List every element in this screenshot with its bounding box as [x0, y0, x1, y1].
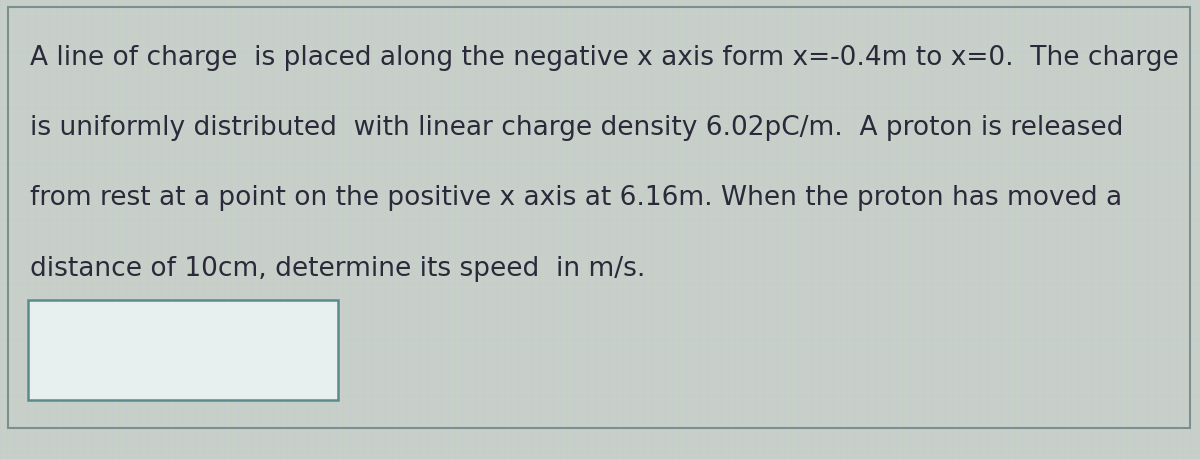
Text: is uniformly distributed  with linear charge density 6.02pC/m.  A proton is rele: is uniformly distributed with linear cha…	[30, 115, 1123, 141]
Bar	[28, 300, 338, 400]
Text: A line of charge  is placed along the negative x axis form x=-0.4m to x=0.  The : A line of charge is placed along the neg…	[30, 45, 1178, 71]
Text: from rest at a point on the positive x axis at 6.16m. When the proton has moved : from rest at a point on the positive x a…	[30, 185, 1122, 211]
Text: distance of 10cm, determine its speed  in m/s.: distance of 10cm, determine its speed in…	[30, 255, 646, 281]
